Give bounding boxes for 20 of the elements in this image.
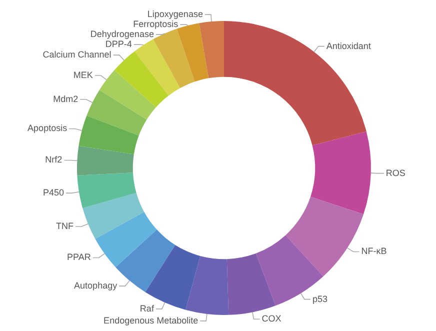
slice-label: Raf <box>140 303 154 314</box>
slice-label: TNF <box>56 220 74 231</box>
slice-label: DPP-4 <box>105 39 132 50</box>
slice-label: PPAR <box>67 252 92 262</box>
slice-label: NF-κB <box>361 246 387 256</box>
slice-label: COX <box>262 314 282 324</box>
slice-label: p53 <box>312 294 328 304</box>
slice-label: Ferroptosis <box>133 19 179 30</box>
slice-label: Dehydrogenase <box>90 29 154 40</box>
slice-label: Mdm2 <box>53 94 78 104</box>
slice-label: Autophagy <box>74 280 118 291</box>
slice-label: Calcium Channel <box>42 50 112 60</box>
slice-label: Nrf2 <box>45 154 62 165</box>
slice-label: MEK <box>73 70 93 80</box>
slice-label: Lipoxygenase <box>147 9 203 20</box>
slice-label: Apoptosis <box>28 123 68 134</box>
slice-label: ROS <box>386 168 406 178</box>
slice-label: Antioxidant <box>326 40 372 51</box>
slice-label: Endogenous Metabolite <box>104 315 198 326</box>
slice-label: P450 <box>43 188 64 198</box>
